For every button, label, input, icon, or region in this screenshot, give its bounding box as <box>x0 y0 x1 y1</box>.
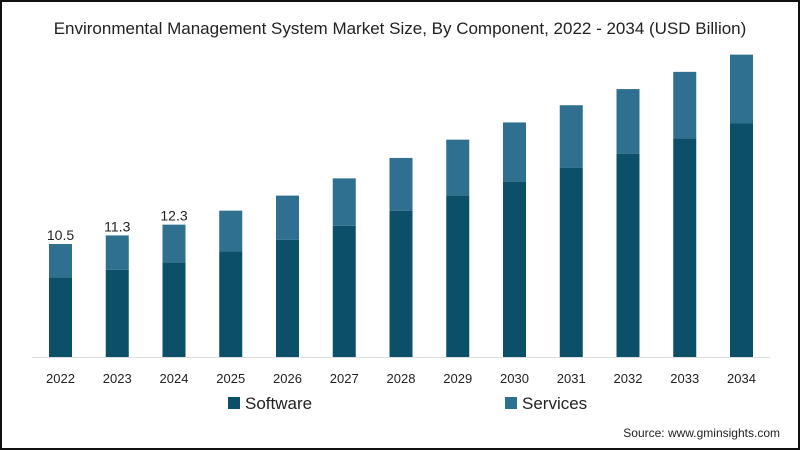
bar-services-2023 <box>105 235 129 270</box>
chart-title: Environmental Management System Market S… <box>54 19 747 38</box>
bar-services-2033 <box>673 71 697 139</box>
x-tick-label: 2031 <box>557 371 586 386</box>
bar-software-2027 <box>332 225 356 357</box>
data-label-2022: 10.5 <box>47 227 74 243</box>
bar-software-2025 <box>219 251 243 357</box>
x-tick-label: 2029 <box>443 371 472 386</box>
bar-software-2029 <box>446 195 470 357</box>
bar-software-2030 <box>503 181 526 357</box>
bar-services-2024 <box>162 224 186 263</box>
x-tick-label: 2026 <box>273 371 302 386</box>
bar-software-2024 <box>162 262 186 357</box>
bar-services-2034 <box>730 54 753 124</box>
bar-services-2031 <box>559 105 583 168</box>
bar-software-2033 <box>673 138 697 357</box>
bar-services-2029 <box>446 139 470 196</box>
bar-software-2032 <box>616 153 640 357</box>
bar-software-2026 <box>276 239 299 357</box>
data-label-2023: 11.3 <box>104 218 130 234</box>
bar-services-2025 <box>219 210 243 252</box>
x-tick-label: 2022 <box>46 371 75 386</box>
bar-software-2031 <box>559 167 583 357</box>
bar-software-2023 <box>105 269 129 357</box>
x-tick-label: 2034 <box>727 371 756 386</box>
x-tick-label: 2028 <box>387 371 416 386</box>
data-label-2024: 12.3 <box>160 208 187 224</box>
x-tick-label: 2025 <box>216 371 245 386</box>
legend-swatch-software <box>228 397 240 409</box>
bar-services-2027 <box>332 178 356 226</box>
bar-services-2028 <box>389 157 413 211</box>
legend-swatch-services <box>505 397 517 409</box>
x-tick-label: 2030 <box>500 371 529 386</box>
x-tick-label: 2024 <box>160 371 189 386</box>
source-note: Source: www.gminsights.com <box>623 426 780 440</box>
bar-services-2032 <box>616 89 640 154</box>
legend-label-services: Services <box>522 394 587 413</box>
bar-services-2022 <box>49 244 72 278</box>
legend: Software Services <box>228 394 587 413</box>
bar-software-2022 <box>49 277 72 357</box>
legend-label-software: Software <box>245 394 312 413</box>
x-tick-label: 2023 <box>103 371 132 386</box>
x-tick-label: 2032 <box>614 371 643 386</box>
bar-software-2028 <box>389 210 413 357</box>
x-tick-label: 2027 <box>330 371 359 386</box>
bar-services-2030 <box>503 122 526 182</box>
x-tick-label: 2033 <box>670 371 699 386</box>
bar-software-2034 <box>730 123 753 358</box>
bar-services-2026 <box>276 195 299 240</box>
